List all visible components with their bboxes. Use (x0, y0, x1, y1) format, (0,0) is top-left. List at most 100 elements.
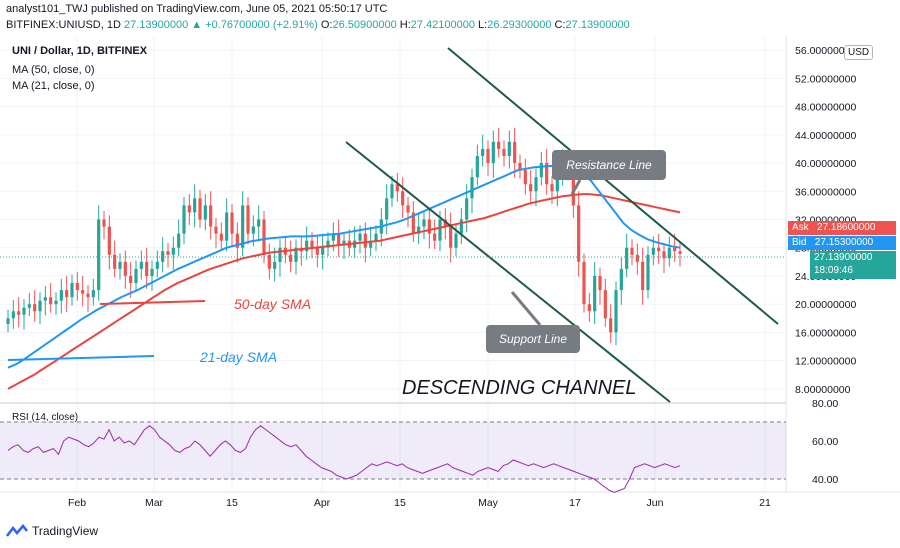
candle-body (443, 219, 447, 227)
candle-body (27, 304, 31, 308)
candle-body (502, 148, 506, 156)
resistance-line[interactable] (447, 47, 779, 325)
up-arrow-icon: ▲ (191, 19, 203, 31)
candle-body (38, 300, 42, 312)
candle-body (257, 219, 261, 227)
candle-body (657, 247, 661, 252)
candle-body (550, 184, 554, 192)
candle-body (273, 261, 277, 269)
candle-body (486, 148, 490, 164)
y-tick-label: 20.00000000 (795, 299, 856, 311)
bid-tag: Bid 27.15300000 (788, 236, 896, 250)
bid-label: Bid (792, 237, 807, 248)
candle-body (619, 268, 623, 291)
candle-body (315, 247, 319, 255)
candle-body (358, 233, 362, 241)
candle-body (230, 212, 234, 234)
y-tick-label: 40.00000000 (795, 158, 856, 170)
support-line[interactable] (345, 141, 671, 403)
symbol: BITFINEX:UNIUSD, 1D (6, 19, 121, 31)
candle-body (235, 233, 239, 248)
rsi-legend[interactable]: RSI (14, close) (12, 412, 79, 423)
candle-body (534, 177, 538, 192)
candle-body (97, 219, 101, 291)
y-tick-label: 44.00000000 (795, 130, 856, 142)
candle-body (507, 141, 511, 156)
candle-body (81, 290, 85, 294)
x-tick-label: 15 (226, 497, 238, 509)
candle-body (150, 268, 154, 276)
candle-body (374, 233, 378, 241)
candle-body (395, 184, 399, 192)
close-label: C: (554, 19, 566, 31)
candle-body (198, 198, 202, 220)
sma21-annotation-line (7, 355, 155, 361)
candle-body (326, 240, 330, 248)
brand-name: TradingView (32, 524, 99, 538)
candle-body (401, 191, 405, 206)
candle-body (75, 283, 79, 291)
candle-body (406, 205, 410, 213)
candle-body (214, 226, 218, 234)
candle-body (246, 205, 250, 234)
candle-body (321, 247, 325, 255)
candles-layer (6, 127, 682, 346)
last-price-tag: 27.13900000 18:09:46 (810, 251, 896, 279)
candle-body (571, 170, 575, 206)
y-tick-label: 56.00000000 (795, 45, 856, 57)
rsi-tick-label: 40.00 (812, 474, 838, 486)
candle-body (22, 307, 26, 315)
sma50-annotation-line (99, 300, 206, 305)
candle-body (635, 254, 639, 262)
y-tick-label: 16.00000000 (795, 327, 856, 339)
candle-body (49, 297, 53, 305)
time-axis[interactable]: Feb Mar 15 Apr 15 May 17 Jun 21 (68, 497, 771, 509)
candle-body (187, 205, 191, 213)
candle-body (86, 293, 90, 298)
y-tick-label: 12.00000000 (795, 356, 856, 368)
footer-brand[interactable]: TradingView (6, 524, 98, 538)
channel-label: DESCENDING CHANNEL (402, 377, 636, 399)
candle-body (107, 226, 111, 255)
support-label: Support Line (499, 332, 567, 346)
countdown: 18:09:46 (814, 265, 853, 276)
candle-body (171, 247, 175, 255)
candle-body (593, 275, 597, 312)
candle-body (545, 163, 549, 185)
candle-body (513, 141, 517, 164)
candle-body (342, 240, 346, 245)
candle-body (651, 247, 655, 255)
candle-body (646, 254, 650, 291)
candle-body (475, 155, 479, 178)
low-value: 26.29300000 (487, 19, 552, 31)
ask-value: 27.18600000 (817, 222, 876, 233)
candle-body (43, 297, 47, 301)
candle-body (59, 290, 63, 301)
ma50-legend[interactable]: MA (50, close, 0) (12, 64, 95, 76)
candle-body (278, 247, 282, 262)
x-tick-label: May (478, 497, 499, 509)
ma21-legend[interactable]: MA (21, close, 0) (12, 80, 95, 92)
rsi-tick-label: 60.00 (812, 436, 838, 448)
candle-body (427, 219, 431, 234)
candle-body (289, 254, 293, 262)
candle-body (182, 205, 186, 234)
candle-body (470, 177, 474, 199)
x-tick-label: 15 (394, 497, 406, 509)
candle-body (539, 163, 543, 178)
currency-badge[interactable]: USD (844, 45, 874, 60)
resistance-callout: Resistance Line (552, 150, 666, 195)
candle-body (523, 170, 527, 185)
rsi-band (0, 422, 786, 479)
candle-body (449, 226, 453, 248)
candle-body (518, 163, 522, 171)
low-label: L: (478, 19, 488, 31)
chart-title: UNI / Dollar, 1D, BITFINEX (12, 45, 148, 57)
candle-body (465, 198, 469, 220)
candle-body (454, 233, 458, 248)
candle-body (331, 233, 335, 241)
candle-body (422, 219, 426, 227)
candle-body (177, 233, 181, 248)
candle-body (203, 205, 207, 220)
